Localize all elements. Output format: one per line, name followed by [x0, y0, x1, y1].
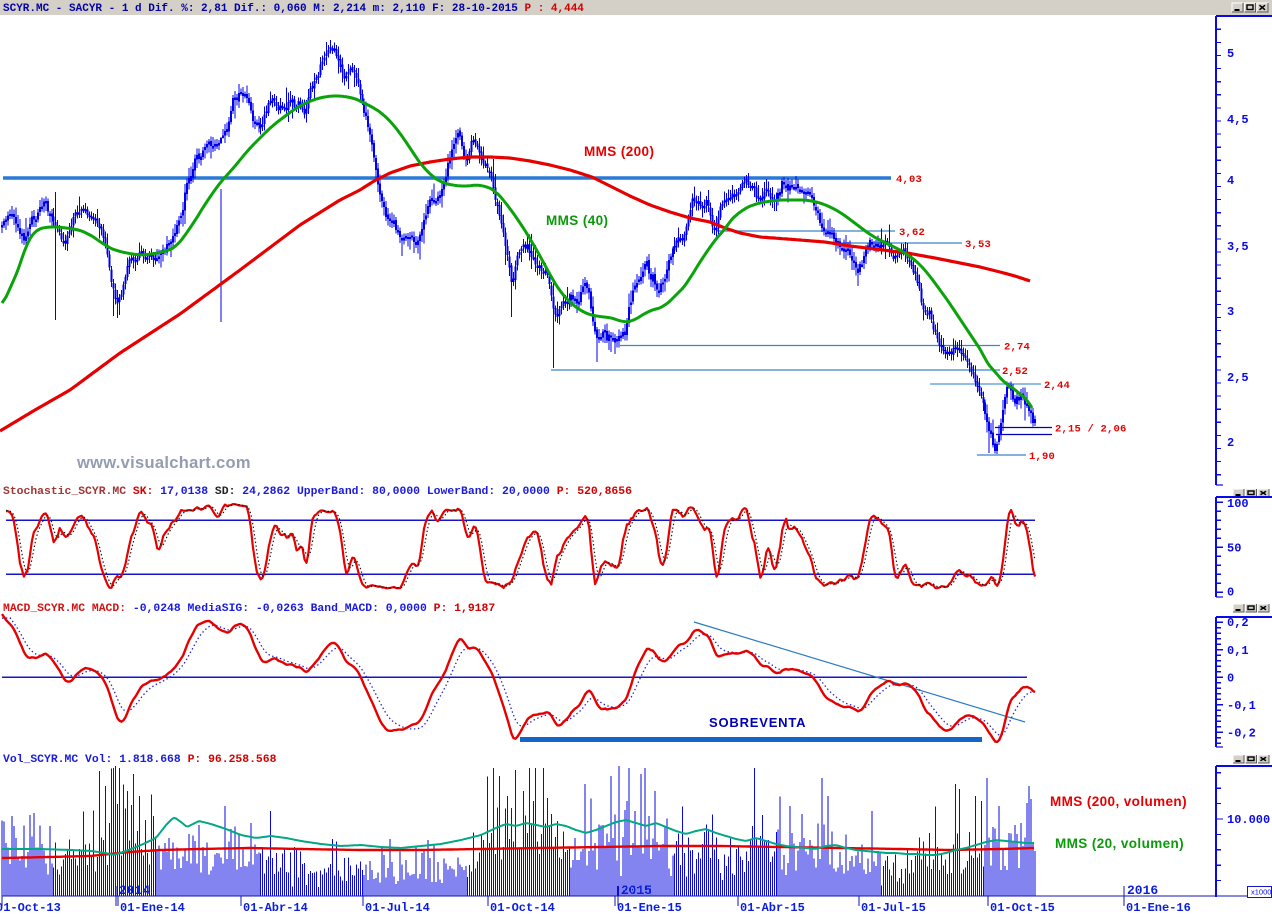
svg-text:0: 0 — [1227, 672, 1234, 686]
svg-text:01-Oct-15: 01-Oct-15 — [990, 901, 1055, 915]
svg-text:0,1: 0,1 — [1227, 644, 1249, 658]
svg-text:-0,1: -0,1 — [1227, 699, 1256, 713]
svg-text:3,5: 3,5 — [1227, 240, 1249, 254]
svg-text:4,5: 4,5 — [1227, 113, 1249, 127]
svg-text:MMS (20, volumen): MMS (20, volumen) — [1055, 836, 1184, 851]
svg-text:MMS (200): MMS (200) — [584, 144, 654, 159]
svg-text:2,52: 2,52 — [1002, 366, 1028, 378]
svg-text:3,62: 3,62 — [899, 227, 925, 239]
svg-text:0,2: 0,2 — [1227, 616, 1249, 630]
svg-text:4,03: 4,03 — [896, 174, 922, 186]
svg-text:01-Oct-14: 01-Oct-14 — [490, 901, 555, 915]
svg-text:x1000: x1000 — [1251, 888, 1271, 897]
svg-text:MACD_SCYR.MC MACD: -0,0248 Med: MACD_SCYR.MC MACD: -0,0248 MediaSIG: -0,… — [3, 603, 495, 615]
svg-text:10.000: 10.000 — [1227, 813, 1270, 827]
svg-text:01-Oct-13: 01-Oct-13 — [0, 901, 61, 915]
svg-text:01-Jul-15: 01-Jul-15 — [861, 901, 926, 915]
svg-text:2: 2 — [1227, 436, 1234, 450]
svg-text:1,90: 1,90 — [1029, 451, 1055, 463]
svg-text:2016: 2016 — [1127, 883, 1158, 898]
svg-text:5: 5 — [1227, 47, 1234, 61]
svg-text:2,74: 2,74 — [1004, 342, 1030, 354]
svg-text:3,53: 3,53 — [965, 239, 991, 251]
svg-text:2014: 2014 — [119, 883, 150, 898]
svg-text:01-Abr-15: 01-Abr-15 — [740, 901, 805, 915]
svg-text:2,44: 2,44 — [1044, 380, 1070, 392]
svg-text:SCYR.MC - SACYR - 1 d Dif. %:: SCYR.MC - SACYR - 1 d Dif. %: 2,81 Dif.:… — [3, 3, 584, 15]
svg-text:4: 4 — [1227, 174, 1234, 188]
svg-text:01-Ene-15: 01-Ene-15 — [617, 901, 682, 915]
svg-text:50: 50 — [1227, 542, 1241, 556]
svg-text:2015: 2015 — [621, 883, 652, 898]
svg-text:0: 0 — [1227, 586, 1234, 600]
svg-text:MMS (200, volumen): MMS (200, volumen) — [1050, 794, 1187, 809]
svg-text:01-Jul-14: 01-Jul-14 — [365, 901, 430, 915]
svg-text:www.visualchart.com: www.visualchart.com — [76, 454, 251, 472]
svg-text:2,5: 2,5 — [1227, 371, 1249, 385]
svg-text:01-Ene-14: 01-Ene-14 — [120, 901, 185, 915]
svg-text:3: 3 — [1227, 305, 1234, 319]
svg-text:-0,2: -0,2 — [1227, 727, 1256, 741]
svg-text:SOBREVENTA: SOBREVENTA — [709, 715, 806, 730]
svg-text:Stochastic_SCYR.MC SK: 17,0138: Stochastic_SCYR.MC SK: 17,0138 SD: 24,28… — [3, 486, 632, 498]
svg-text:Vol_SCYR.MC Vol: 1.818.668 P:: Vol_SCYR.MC Vol: 1.818.668 P: 96.258.568 — [3, 754, 277, 766]
svg-text:100: 100 — [1227, 497, 1249, 511]
svg-text:2,15 / 2,06: 2,15 / 2,06 — [1055, 424, 1127, 436]
svg-text:MMS (40): MMS (40) — [546, 213, 608, 228]
svg-text:01-Ene-16: 01-Ene-16 — [1126, 901, 1191, 915]
svg-text:01-Abr-14: 01-Abr-14 — [243, 901, 308, 915]
